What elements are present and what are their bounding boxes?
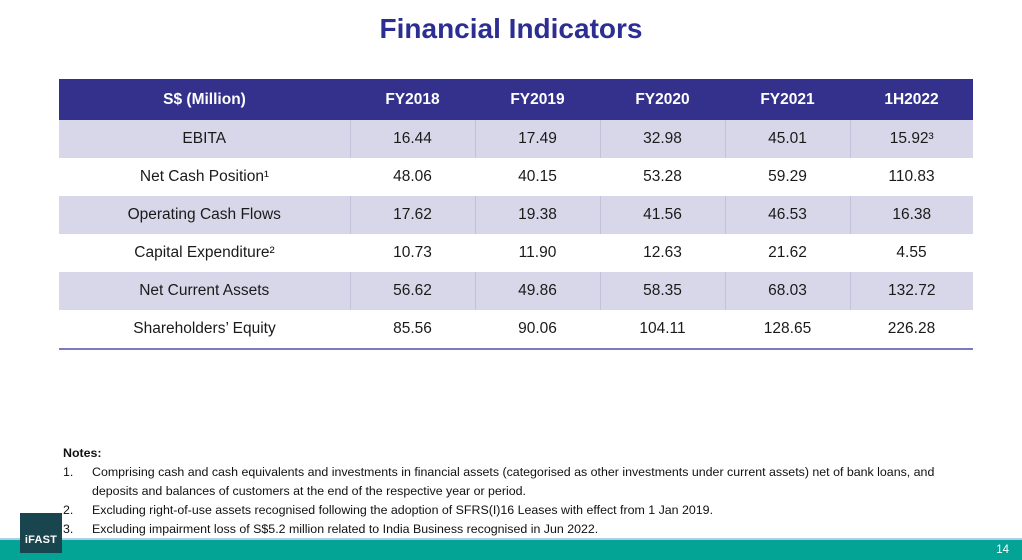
table-row-net-current-assets: Net Current Assets 56.62 49.86 58.35 68.… (59, 272, 973, 310)
note-number: 3. (63, 521, 74, 536)
table-header-row: S$ (Million) FY2018 FY2019 FY2020 FY2021… (59, 79, 973, 120)
cell-value: 104.11 (600, 310, 725, 348)
cell-value: 59.29 (725, 158, 850, 196)
row-label: EBITA (59, 120, 350, 158)
cell-value: 11.90 (475, 234, 600, 272)
row-label: Capital Expenditure² (59, 234, 350, 272)
cell-value: 32.98 (599, 120, 725, 158)
cell-value: 90.06 (475, 310, 600, 348)
cell-value: 68.03 (724, 272, 850, 310)
cell-value: 15.92³ (849, 120, 973, 158)
table-row-capital-expenditure: Capital Expenditure² 10.73 11.90 12.63 2… (59, 234, 973, 272)
table-row-ebita: EBITA 16.44 17.49 32.98 45.01 15.92³ (59, 120, 973, 158)
table-row-net-cash-position: Net Cash Position¹ 48.06 40.15 53.28 59.… (59, 158, 973, 196)
footer-bar: 14 (0, 540, 1022, 560)
header-cell-fy2019: FY2019 (475, 79, 600, 120)
cell-value: 85.56 (350, 310, 475, 348)
cell-value: 48.06 (350, 158, 475, 196)
note-number: 1. (63, 464, 74, 479)
cell-value: 41.56 (599, 196, 725, 234)
cell-value: 128.65 (725, 310, 850, 348)
header-cell-metric: S$ (Million) (59, 79, 350, 120)
note-item-2: 2. Excluding right-of-use assets recogni… (63, 501, 960, 520)
page-number: 14 (996, 544, 1009, 556)
note-item-3: 3. Excluding impairment loss of S$5.2 mi… (63, 520, 960, 539)
table-row-operating-cash-flows: Operating Cash Flows 17.62 19.38 41.56 4… (59, 196, 973, 234)
cell-value: 45.01 (724, 120, 850, 158)
row-label: Net Cash Position¹ (59, 158, 350, 196)
cell-value: 16.38 (849, 196, 973, 234)
cell-value: 226.28 (850, 310, 973, 348)
cell-value: 56.62 (349, 272, 475, 310)
header-cell-fy2021: FY2021 (725, 79, 850, 120)
financial-table: S$ (Million) FY2018 FY2019 FY2020 FY2021… (59, 79, 973, 350)
cell-value: 40.15 (475, 158, 600, 196)
cell-value: 21.62 (725, 234, 850, 272)
cell-value: 10.73 (350, 234, 475, 272)
note-text: Comprising cash and cash equivalents and… (92, 464, 935, 498)
ifast-logo: iFAST (20, 513, 62, 553)
note-text: Excluding right-of-use assets recognised… (92, 502, 714, 517)
note-text: Excluding impairment loss of S$5.2 milli… (92, 521, 599, 536)
cell-value: 53.28 (600, 158, 725, 196)
cell-value: 17.49 (474, 120, 600, 158)
header-cell-fy2018: FY2018 (350, 79, 475, 120)
table-row-shareholders-equity: Shareholders’ Equity 85.56 90.06 104.11 … (59, 310, 973, 348)
cell-value: 132.72 (849, 272, 973, 310)
notes-section: Notes: 1. Comprising cash and cash equiv… (63, 444, 960, 539)
row-label: Shareholders’ Equity (59, 310, 350, 348)
header-cell-1h2022: 1H2022 (850, 79, 973, 120)
row-label: Net Current Assets (59, 272, 350, 310)
ifast-logo-text: iFAST (24, 534, 58, 546)
row-label: Operating Cash Flows (59, 196, 350, 234)
note-number: 2. (63, 502, 74, 517)
header-cell-fy2020: FY2020 (600, 79, 725, 120)
cell-value: 49.86 (474, 272, 600, 310)
cell-value: 19.38 (474, 196, 600, 234)
cell-value: 46.53 (724, 196, 850, 234)
cell-value: 4.55 (850, 234, 973, 272)
cell-value: 17.62 (349, 196, 475, 234)
page-title: Financial Indicators (379, 13, 643, 44)
cell-value: 58.35 (599, 272, 725, 310)
cell-value: 12.63 (600, 234, 725, 272)
notes-label: Notes: (63, 446, 102, 460)
footer-hairline (0, 538, 1022, 540)
cell-value: 110.83 (850, 158, 973, 196)
note-item-1: 1. Comprising cash and cash equivalents … (63, 463, 960, 501)
cell-value: 16.44 (349, 120, 475, 158)
